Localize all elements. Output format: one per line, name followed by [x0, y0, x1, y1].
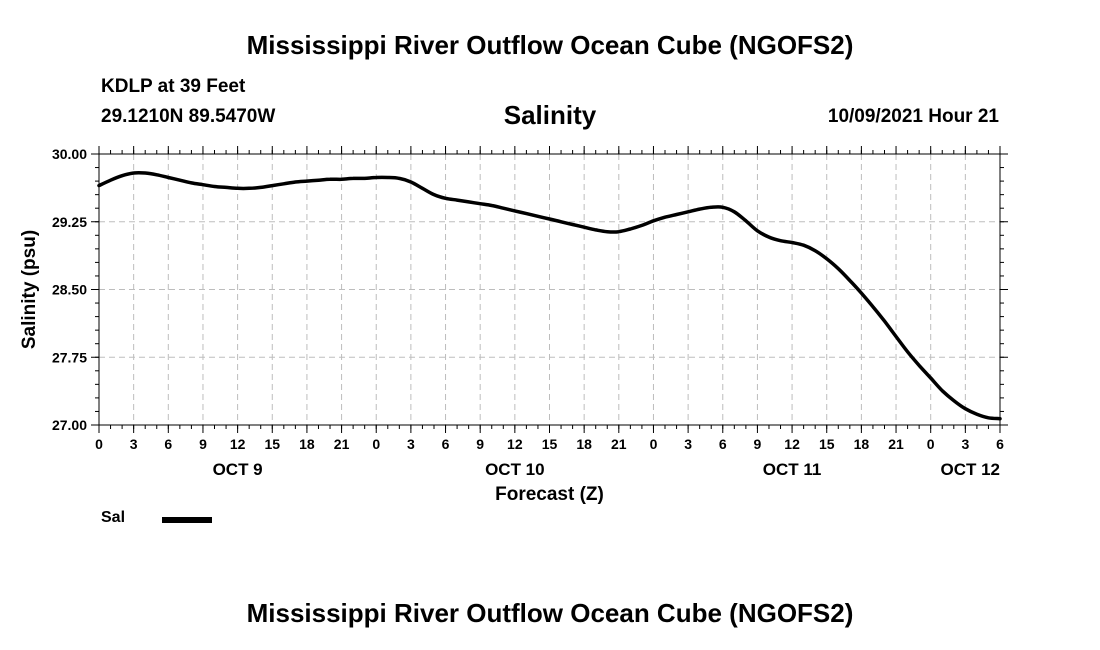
x-tick-label: 9: [754, 436, 762, 452]
x-tick-label: 0: [927, 436, 935, 452]
forecast-datetime: 10/09/2021 Hour 21: [827, 106, 999, 127]
parameter-title: Salinity: [503, 100, 597, 130]
x-tick-label: 6: [164, 436, 172, 452]
y-tick-label: 27.00: [52, 417, 87, 433]
chart-footer-title: Mississippi River Outflow Ocean Cube (NG…: [246, 598, 854, 628]
x-tick-label: 15: [819, 436, 835, 452]
x-tick-label: 0: [95, 436, 103, 452]
x-tick-label: 0: [650, 436, 658, 452]
x-tick-label: 6: [442, 436, 450, 452]
x-axis-label: Forecast (Z): [495, 484, 604, 505]
x-tick-label: 6: [719, 436, 727, 452]
y-tick-label: 29.25: [52, 214, 87, 230]
y-axis-label: Salinity (psu): [19, 230, 40, 349]
x-tick-label: 9: [476, 436, 484, 452]
x-tick-label: 21: [888, 436, 904, 452]
chart-main-title: Mississippi River Outflow Ocean Cube (NG…: [246, 30, 854, 60]
day-label: OCT 12: [940, 460, 1000, 479]
y-tick-label: 28.50: [52, 282, 87, 298]
x-tick-label: 9: [199, 436, 207, 452]
x-tick-label: 15: [264, 436, 280, 452]
x-tick-label: 18: [854, 436, 870, 452]
x-tick-label: 18: [576, 436, 592, 452]
y-tick-label: 30.00: [52, 146, 87, 162]
day-label: OCT 10: [485, 460, 545, 479]
day-label: OCT 9: [213, 460, 263, 479]
x-tick-label: 12: [230, 436, 246, 452]
x-tick-label: 12: [507, 436, 523, 452]
x-tick-label: 3: [961, 436, 969, 452]
station-label: KDLP at 39 Feet: [101, 76, 246, 97]
plot-frame: [98, 153, 1001, 426]
y-tick-label: 27.75: [52, 349, 87, 365]
day-label: OCT 11: [763, 460, 822, 479]
station-coordinates: 29.1210N 89.5470W: [101, 106, 276, 127]
x-tick-label: 0: [372, 436, 380, 452]
x-tick-label: 12: [784, 436, 800, 452]
x-tick-label: 15: [542, 436, 558, 452]
x-tick-label: 21: [334, 436, 350, 452]
x-tick-label: 3: [407, 436, 415, 452]
x-tick-label: 18: [299, 436, 315, 452]
series-line-salinity: [97, 170, 1002, 421]
legend-swatch: [162, 517, 212, 523]
x-tick-label: 6: [996, 436, 1004, 452]
x-tick-label: 3: [130, 436, 138, 452]
legend-label: Sal: [101, 509, 126, 526]
x-tick-label: 21: [611, 436, 627, 452]
x-tick-label: 3: [684, 436, 692, 452]
